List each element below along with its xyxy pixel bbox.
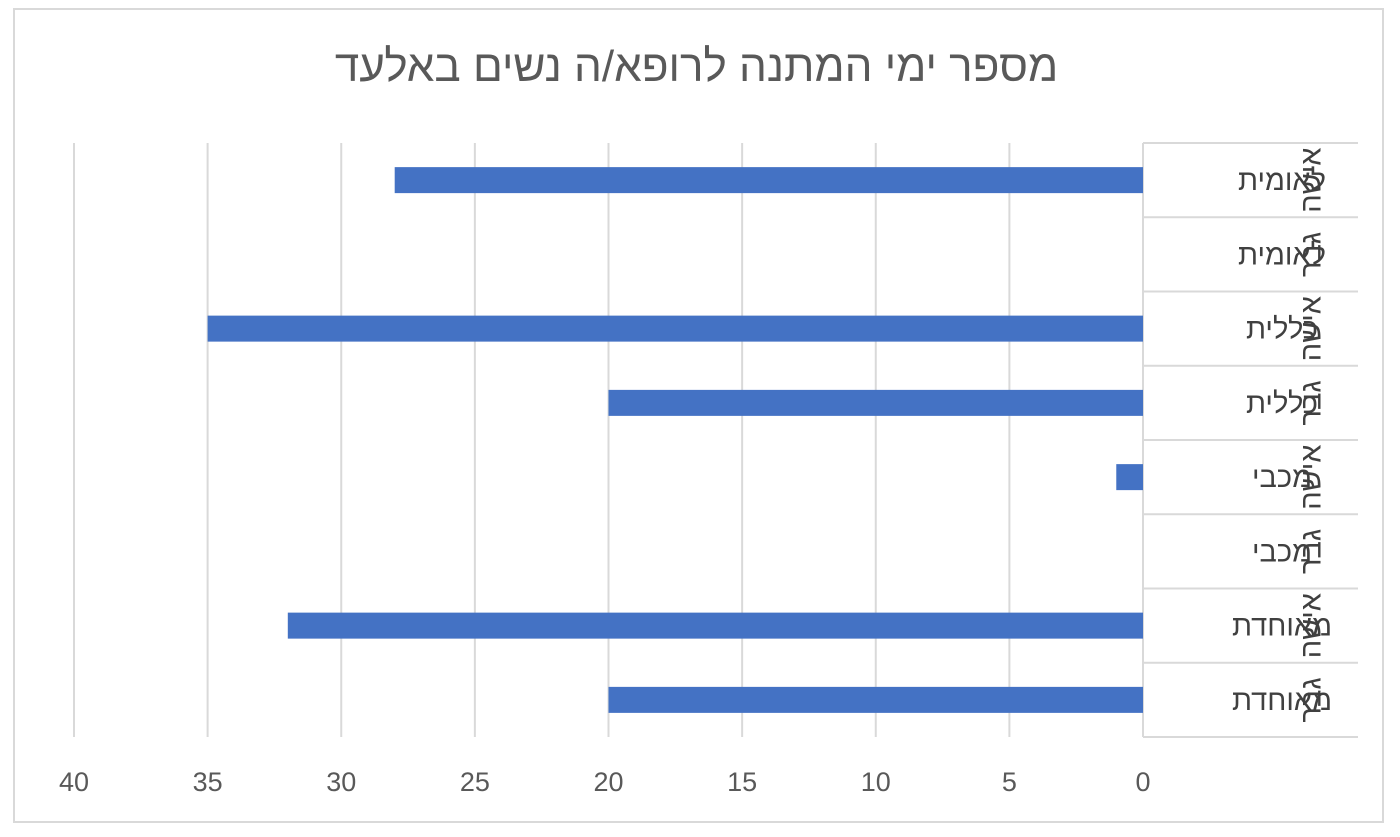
bar	[608, 686, 1143, 713]
group-label: אישה	[1296, 147, 1328, 212]
chart-title: מספר ימי המתנה לרופא/ה נשים באלעד	[334, 42, 1059, 91]
category-label: מאוחדת	[1232, 611, 1332, 643]
category-label: מכבי	[1252, 536, 1312, 568]
category-label: כללית	[1246, 388, 1318, 420]
category-label: לאומית	[1238, 165, 1326, 197]
bar	[287, 612, 1143, 639]
group-label: אישה	[1296, 296, 1328, 361]
category-label: כללית	[1246, 314, 1318, 346]
x-tick-label: 25	[460, 767, 490, 797]
bar	[207, 315, 1143, 342]
bar	[608, 389, 1143, 416]
group-label: גבר	[1296, 529, 1328, 574]
bar	[394, 167, 1143, 194]
x-tick-label: 10	[861, 767, 891, 797]
category-label: מאוחדת	[1232, 685, 1332, 717]
category-label: לאומית	[1238, 239, 1326, 271]
group-label: אישה	[1296, 444, 1328, 509]
group-label: אישה	[1296, 593, 1328, 658]
x-tick-label: 35	[193, 767, 223, 797]
x-tick-label: 0	[1135, 767, 1150, 797]
bar	[1116, 464, 1143, 491]
x-tick-label: 30	[326, 767, 356, 797]
x-tick-label: 15	[727, 767, 757, 797]
category-label: מכבי	[1252, 462, 1312, 494]
group-label: גבר	[1296, 380, 1328, 425]
x-tick-label: 40	[59, 767, 89, 797]
group-label: גבר	[1296, 677, 1328, 722]
group-label: גבר	[1296, 232, 1328, 277]
x-tick-label: 5	[1002, 767, 1017, 797]
x-tick-label: 20	[593, 767, 623, 797]
